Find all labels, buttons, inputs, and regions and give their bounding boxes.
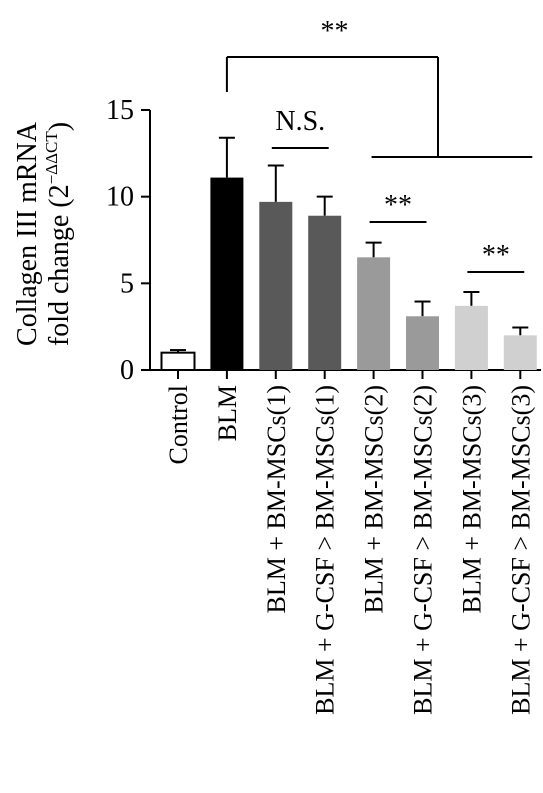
axes: 0 5 10 15 Control BLM BLM + BM-MSCs(1) BLM + G-… [106,95,541,715]
bar [210,177,244,370]
bar [406,316,439,370]
y-tick-label: 15 [106,95,134,126]
y-axis-title-superscript: −ΔΔCT [42,131,61,185]
bar [160,351,196,371]
bar [308,215,342,370]
y-axis-title-prefix: fold change (2 [44,184,75,346]
significance-annotations: ** N.S. ** ** [225,16,533,273]
y-axis-title-line1: Collagen III mRNA [12,121,43,346]
bar [454,305,488,370]
y-axis-title: Collagen III mRNA fold change (2−ΔΔCT) [12,121,75,346]
category-label: BLM [213,385,242,441]
category-label: BLM + G-CSF > BM-MSCs(3) [506,385,535,715]
significance-label: ** [384,190,412,221]
bar [259,201,293,370]
y-axis-title-suffix: ) [44,122,75,131]
y-axis-title-line2: fold change (2−ΔΔCT) [42,122,75,346]
bar [357,257,391,370]
category-label: BLM + G-CSF > BM-MSCs(1) [311,385,340,715]
category-label: BLM + BM-MSCs(2) [360,385,389,613]
category-label: Control [164,385,193,464]
category-label: BLM + BM-MSCs(1) [262,385,291,613]
category-label: BLM + G-CSF > BM-MSCs(2) [409,385,438,715]
category-label: BLM + BM-MSCs(3) [457,385,486,613]
bar [503,335,537,370]
y-tick-label: 5 [120,268,134,299]
significance-label: N.S. [275,106,325,137]
significance-label: ** [320,16,348,47]
bars [160,136,537,371]
y-tick-label: 0 [120,355,134,386]
significance-label: ** [482,240,510,271]
y-tick-label: 10 [106,182,134,213]
